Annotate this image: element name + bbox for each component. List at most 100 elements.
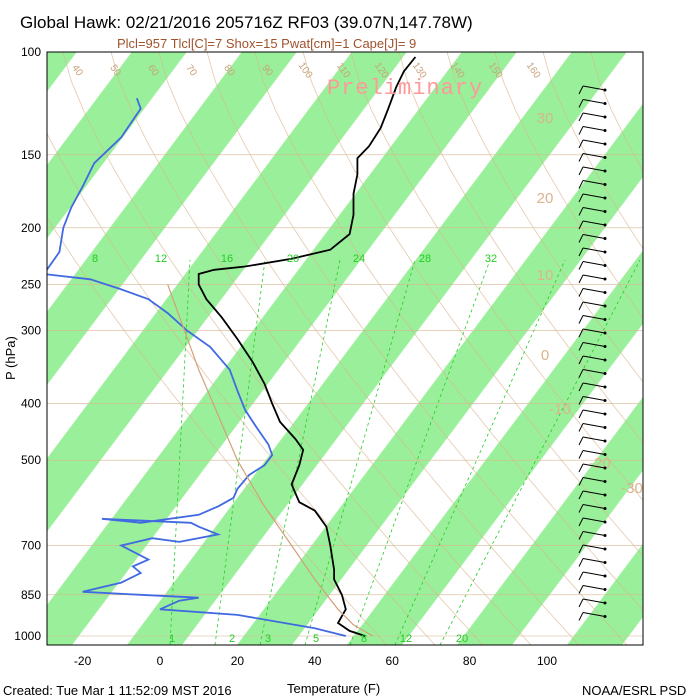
wind-barb-point <box>603 372 607 375</box>
dry-adiabat <box>350 52 643 501</box>
x-axis-label: Temperature (F) <box>287 681 380 696</box>
wind-barb <box>582 463 606 469</box>
wind-barb-point <box>603 142 607 146</box>
isotherm-label: 20 <box>537 190 554 207</box>
isotherm-label: 30 <box>537 110 554 127</box>
wind-barb-point <box>603 439 607 443</box>
wind-barb-flag <box>578 423 584 432</box>
wind-barb-flag <box>578 585 584 594</box>
wind-barb-point <box>603 318 607 321</box>
wind-barbs <box>578 85 607 621</box>
dry-adiabat <box>254 52 643 611</box>
isotherm-band <box>457 397 643 645</box>
wind-barb <box>582 517 606 523</box>
wind-barb-flag <box>578 490 584 500</box>
mixing-ratio-label: 28 <box>419 253 431 265</box>
wind-barb <box>582 544 606 550</box>
wind-barb-point <box>603 574 607 578</box>
wind-barb <box>582 342 606 347</box>
mixing-ratio-line <box>214 259 266 645</box>
mixing-ratio-bottom-label: 3 <box>265 633 271 645</box>
wind-barb-flag <box>578 85 584 95</box>
x-tick-label: -20 <box>74 654 92 668</box>
x-tick-label: 0 <box>157 654 164 668</box>
mixing-ratio-label: 16 <box>221 253 233 265</box>
wind-barb-point <box>603 129 607 132</box>
wind-barb-flag <box>578 558 584 567</box>
wind-barb-point <box>603 304 607 308</box>
isotherm-band <box>127 52 627 645</box>
wind-barb-point <box>603 277 607 281</box>
isotherm-band <box>47 52 77 92</box>
wind-barb-flag <box>578 409 584 419</box>
mixing-ratio-line <box>439 259 641 645</box>
wind-barb-point <box>603 223 607 227</box>
isotherm-band <box>47 52 407 532</box>
mixing-ratio-bottom-label: 1 <box>169 633 175 645</box>
y-tick-label: 150 <box>21 148 41 162</box>
wind-barb <box>582 247 606 253</box>
isotherm-label: 10 <box>537 267 554 284</box>
wind-barb-flag <box>578 396 584 405</box>
wind-barb <box>582 261 606 266</box>
wind-barb-point <box>603 426 607 429</box>
wind-barb <box>582 139 606 145</box>
wind-barb-point <box>603 169 607 173</box>
wind-barb <box>582 585 606 590</box>
wind-barb-flag <box>578 274 584 284</box>
chart-title: Global Hawk: 02/21/2016 205716Z RF03 (39… <box>20 13 473 32</box>
theta-label: 40 <box>69 63 85 79</box>
y-tick-label: 500 <box>21 453 41 467</box>
dry-adiabat <box>302 52 643 557</box>
wind-barb-flag <box>578 504 584 513</box>
isotherm-label: 0 <box>541 347 549 364</box>
wind-barb <box>582 180 606 185</box>
wind-barb-flag <box>578 544 584 554</box>
wind-barb-point <box>603 507 607 510</box>
wind-barb <box>582 207 606 212</box>
isotherm-band <box>47 52 187 239</box>
wind-barb-flag <box>578 153 584 162</box>
wind-barb-point <box>603 547 607 551</box>
wind-barb-flag <box>578 207 584 216</box>
wind-barb-flag <box>578 382 584 392</box>
wind-barb-flag <box>578 180 584 189</box>
x-tick-label: 80 <box>463 654 477 668</box>
chart-background-layer <box>47 52 700 645</box>
mixing-ratio-line <box>394 259 566 645</box>
mixing-ratio-bottom-label: 12 <box>400 633 412 645</box>
wind-barb-flag <box>578 463 584 473</box>
mixing-ratio-line <box>169 259 191 645</box>
wind-barb-point <box>603 196 607 200</box>
plot-frame <box>46 51 644 646</box>
parcel-line <box>167 284 374 637</box>
wind-barb <box>582 504 606 509</box>
dry-adiabat <box>590 52 643 172</box>
wind-barb <box>582 126 606 131</box>
mixing-ratio-line <box>349 259 491 645</box>
isotherm-label: -20 <box>589 455 611 472</box>
wind-barb-flag <box>578 166 584 176</box>
wind-barb-point <box>603 453 607 456</box>
wind-barb <box>582 193 606 199</box>
wind-barb-flag <box>578 517 584 527</box>
wind-barb-point <box>603 345 607 348</box>
wind-barb <box>582 477 606 482</box>
isotherm-band <box>677 52 700 645</box>
wind-barb-flag <box>578 612 584 621</box>
wind-barb-point <box>603 412 607 416</box>
wind-barb-flag <box>578 261 584 270</box>
wind-barb <box>582 558 606 563</box>
wind-barb-point <box>603 399 607 402</box>
wind-barb <box>582 612 606 617</box>
y-tick-label: 100 <box>21 45 41 59</box>
preliminary-watermark: Preliminary <box>327 76 483 101</box>
x-tick-label: 60 <box>386 654 400 668</box>
wind-barb-flag <box>578 99 584 108</box>
wind-barb-flag <box>578 247 584 257</box>
wind-barb <box>582 328 606 334</box>
theta-label: 70 <box>183 63 199 79</box>
wind-barb-flag <box>578 193 584 203</box>
wind-barb-point <box>603 331 607 335</box>
wind-barb-flag <box>578 139 584 149</box>
